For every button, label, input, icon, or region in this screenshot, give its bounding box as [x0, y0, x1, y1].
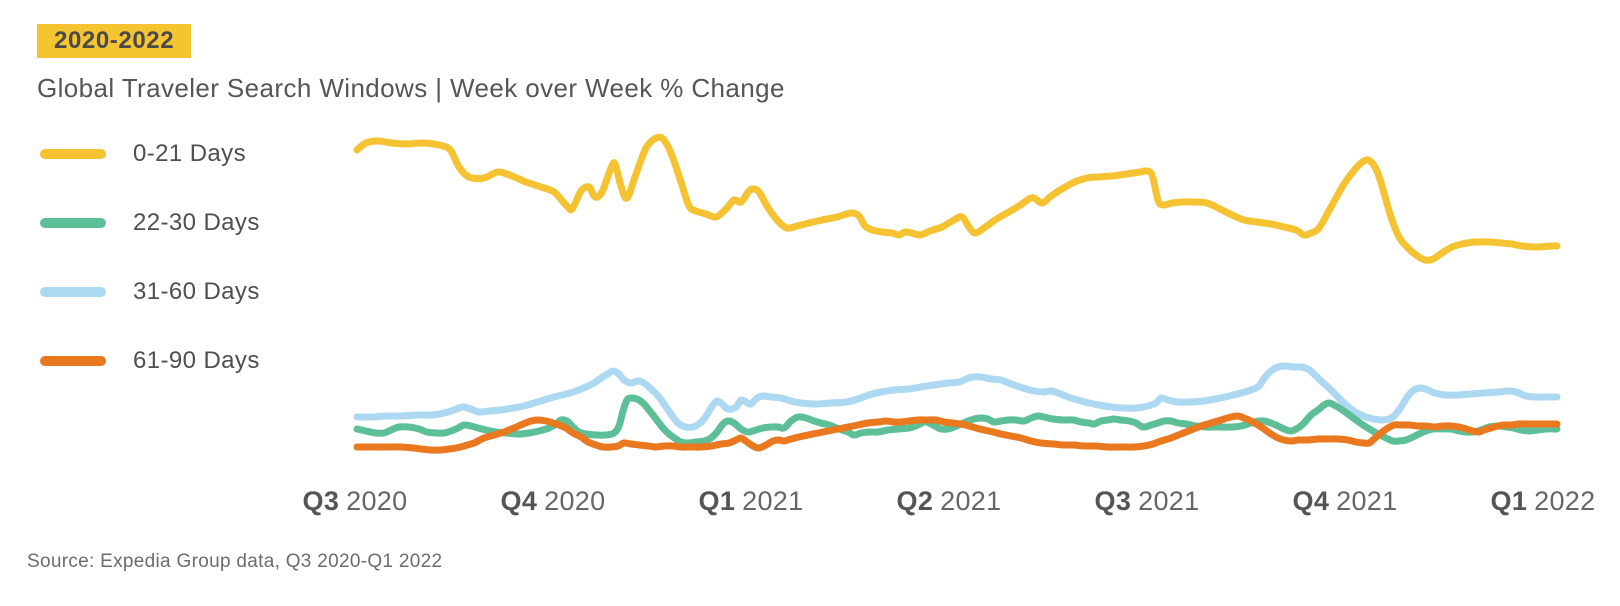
x-axis-label: Q3 2021	[1095, 486, 1200, 517]
x-axis-label: Q2 2021	[897, 486, 1002, 517]
x-axis-label-quarter: Q4	[1292, 486, 1330, 516]
x-axis-label-year: 2022	[1534, 486, 1596, 516]
x-axis-label-year: 2021	[1138, 486, 1200, 516]
legend-swatch	[40, 149, 106, 159]
x-axis-label: Q4 2020	[501, 486, 606, 517]
x-axis-label-quarter: Q1	[1490, 486, 1528, 516]
x-axis-label-quarter: Q2	[896, 486, 934, 516]
x-axis-label-quarter: Q1	[698, 486, 736, 516]
series-line-22-30-days	[353, 394, 1561, 447]
legend-item-label: 61-90 Days	[133, 347, 260, 374]
legend-item-0-21-days: 0-21 Days	[40, 140, 246, 167]
year-range-badge: 2020-2022	[37, 24, 192, 58]
legend-item-31-60-days: 31-60 Days	[40, 278, 260, 305]
series-line-31-60-days	[353, 362, 1561, 431]
x-axis: Q3 2020 Q4 2020 Q1 2021 Q2 2021 Q3 2021 Q4 2021 Q1 20…	[0, 486, 1620, 520]
source-note: Source: Expedia Group data, Q3 2020-Q1 2…	[27, 551, 443, 572]
x-axis-label: Q4 2021	[1293, 486, 1398, 517]
x-axis-label-year: 2021	[940, 486, 1002, 516]
legend-item-label: 22-30 Days	[133, 209, 260, 236]
x-axis-label-quarter: Q3	[1094, 486, 1132, 516]
legend: 0-21 Days 22-30 Days 31-60 Days 61-90 Days	[40, 0, 340, 606]
x-axis-label: Q3 2020	[303, 486, 408, 517]
x-axis-label-year: 2020	[346, 486, 408, 516]
x-axis-label-quarter: Q3	[302, 486, 340, 516]
legend-item-61-90-days: 61-90 Days	[40, 347, 260, 374]
x-axis-label-quarter: Q4	[500, 486, 538, 516]
legend-item-label: 31-60 Days	[133, 278, 260, 305]
legend-item-label: 0-21 Days	[133, 140, 246, 167]
legend-swatch	[40, 287, 106, 297]
x-axis-label-year: 2020	[544, 486, 606, 516]
legend-swatch	[40, 218, 106, 228]
x-axis-label: Q1 2022	[1491, 486, 1596, 517]
series-line-0-21-days	[353, 133, 1561, 264]
x-axis-label: Q1 2021	[699, 486, 804, 517]
legend-swatch	[40, 356, 106, 366]
x-axis-label-year: 2021	[1336, 486, 1398, 516]
x-axis-label-year: 2021	[742, 486, 804, 516]
legend-item-22-30-days: 22-30 Days	[40, 209, 260, 236]
chart-title: Global Traveler Search Windows | Week ov…	[37, 73, 785, 103]
series-line-61-90-days	[353, 412, 1561, 454]
